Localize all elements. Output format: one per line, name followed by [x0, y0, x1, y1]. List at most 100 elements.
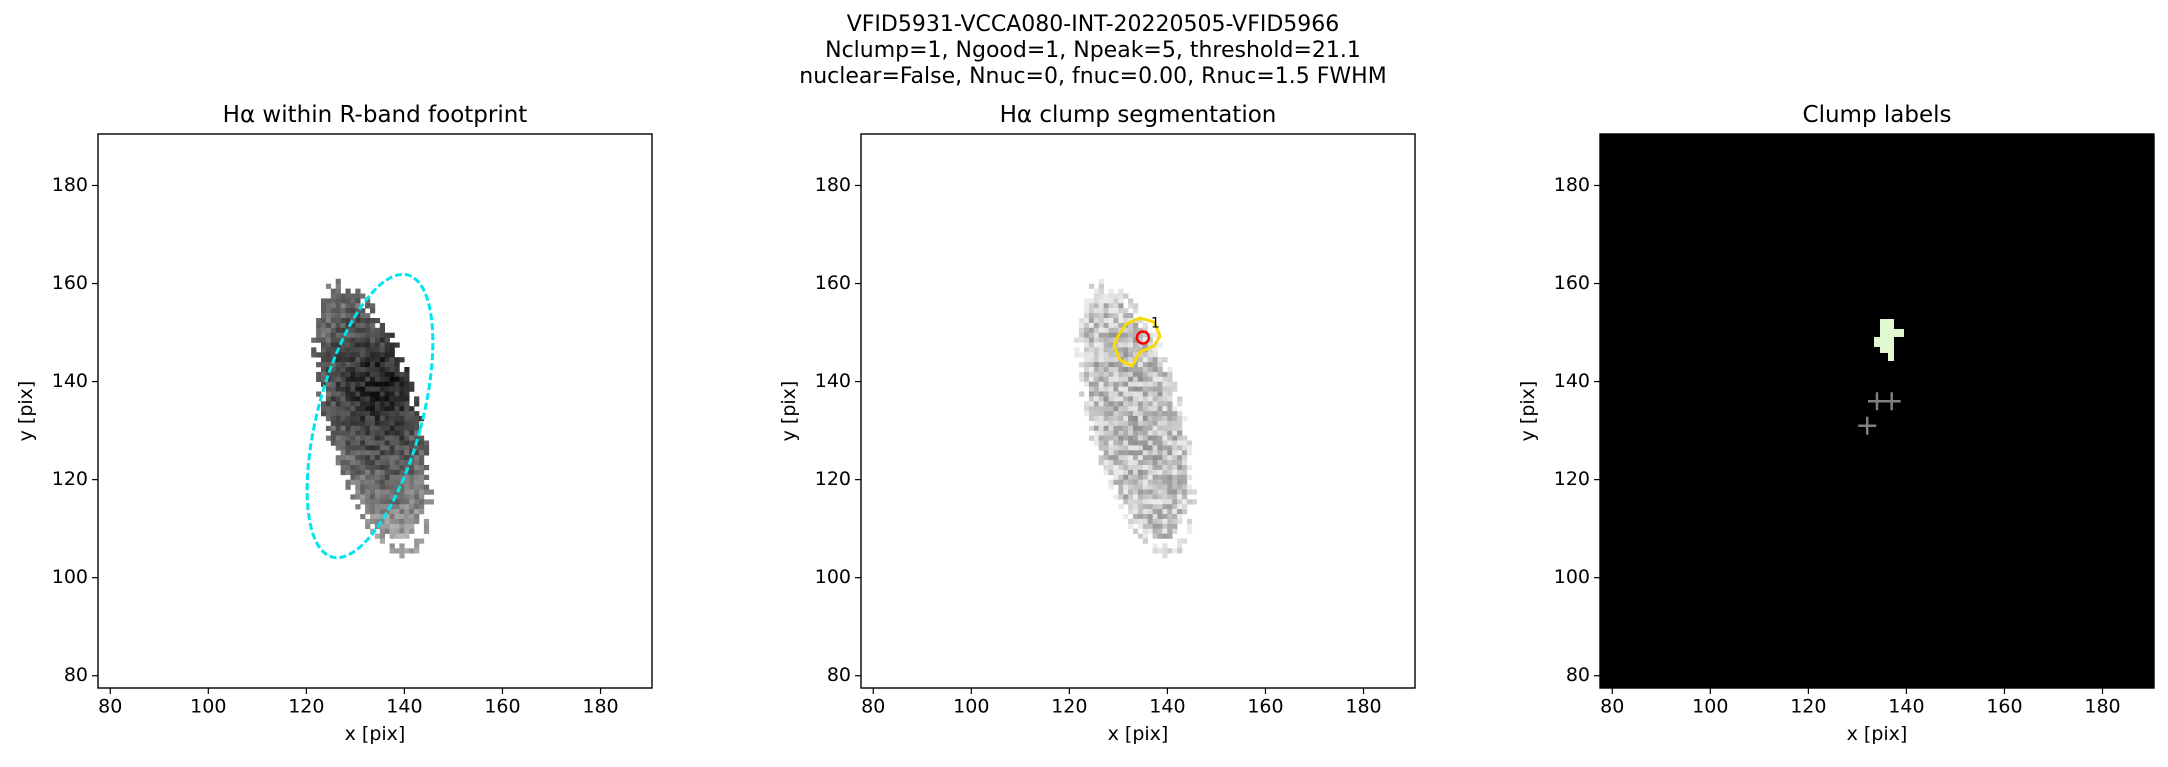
image-pixel [330, 367, 336, 373]
image-pixel [1118, 381, 1124, 387]
image-pixel [360, 489, 366, 495]
image-pixel [1137, 347, 1144, 353]
image-pixel [1172, 474, 1178, 480]
image-pixel [355, 318, 361, 324]
image-pixel [330, 347, 336, 353]
image-pixel [1123, 479, 1129, 485]
image-pixel [321, 342, 327, 348]
image-pixel [409, 381, 415, 387]
image-pixel [394, 357, 400, 363]
image-pixel [1123, 406, 1129, 412]
image-pixel [355, 460, 361, 466]
image-pixel [1113, 450, 1119, 456]
image-pixel [384, 371, 390, 378]
image-pixel [404, 430, 410, 436]
image-pixel [1186, 465, 1193, 471]
image-pixel [1133, 411, 1139, 417]
image-pixel [370, 362, 376, 368]
image-pixel [1128, 479, 1134, 485]
image-pixel [1123, 318, 1129, 324]
clump-peak [1135, 330, 1151, 345]
image-pixel [399, 396, 405, 402]
image-pixel [1147, 401, 1153, 407]
image-pixel [365, 396, 371, 402]
image-pixel [404, 509, 410, 515]
image-pixel [404, 381, 410, 387]
image-pixel [1142, 440, 1148, 446]
image-pixel [1172, 499, 1178, 505]
image-pixel [1118, 288, 1124, 294]
image-pixel [345, 455, 351, 461]
image-pixel [1098, 352, 1104, 358]
image-pixel [345, 450, 351, 456]
image-pixel [355, 401, 361, 407]
image-pixel [311, 347, 317, 353]
image-pixel [335, 455, 341, 461]
image-pixel [384, 396, 390, 402]
image-pixel [409, 494, 415, 500]
image-pixel [370, 401, 376, 407]
image-pixel [325, 322, 332, 329]
image-pixel [365, 401, 371, 407]
image-pixel [1147, 396, 1153, 402]
image-pixel [394, 514, 400, 520]
image-pixel [1137, 357, 1144, 363]
image-pixel [404, 416, 410, 422]
image-pixel [365, 416, 371, 422]
image-pixel [1113, 327, 1119, 333]
image-pixel [1113, 425, 1119, 431]
image-pixel [1172, 381, 1178, 387]
image-pixel [1177, 430, 1183, 436]
image-pixel [414, 514, 420, 520]
image-pixel [1113, 391, 1119, 397]
image-pixel [350, 322, 356, 329]
image-pixel [1137, 440, 1144, 446]
image-pixel [389, 465, 395, 471]
image-pixel [1157, 489, 1163, 495]
image-pixel [1182, 416, 1188, 422]
image-pixel [370, 430, 376, 436]
image-pixel [1084, 313, 1090, 319]
image-pixel [1167, 425, 1173, 431]
image-pixel [1167, 548, 1173, 554]
image-pixel [1093, 386, 1099, 392]
image-pixel [379, 538, 385, 544]
image-pixel [1162, 528, 1168, 534]
image-pixel [419, 460, 425, 466]
image-pixel [1084, 337, 1090, 343]
image-pixel [1172, 386, 1178, 392]
image-pixel [365, 425, 371, 431]
image-pixel [384, 416, 390, 422]
image-pixel [374, 367, 381, 373]
image-pixel [345, 376, 351, 382]
image-pixel [1142, 484, 1148, 490]
image-pixel [1108, 337, 1114, 343]
image-pixel [374, 514, 381, 520]
image-pixel [1157, 391, 1163, 397]
image-pixel [1118, 416, 1124, 422]
image-pixel [370, 406, 376, 412]
image-pixel [370, 420, 376, 427]
image-pixel [370, 494, 376, 500]
axes-frame [1599, 133, 2155, 689]
image-pixel [1157, 460, 1163, 466]
image-pixel [384, 381, 390, 387]
image-pixel [365, 469, 371, 476]
image-pixel [1142, 376, 1148, 382]
image-pixel [340, 430, 346, 436]
image-pixel [1172, 425, 1178, 431]
image-pixel [1152, 362, 1158, 368]
image-pixel [1088, 313, 1095, 319]
image-pixel [325, 313, 332, 319]
image-pixel [1167, 376, 1173, 382]
image-pixel [1128, 406, 1134, 412]
image-pixel [1133, 450, 1139, 456]
image-pixel [321, 318, 327, 324]
image-pixel [379, 357, 385, 363]
image-pixel [355, 406, 361, 412]
image-pixel [399, 450, 405, 456]
image-pixel [1123, 469, 1129, 476]
image-pixel [409, 430, 415, 436]
image-pixel [340, 425, 346, 431]
image-pixel [335, 322, 341, 329]
